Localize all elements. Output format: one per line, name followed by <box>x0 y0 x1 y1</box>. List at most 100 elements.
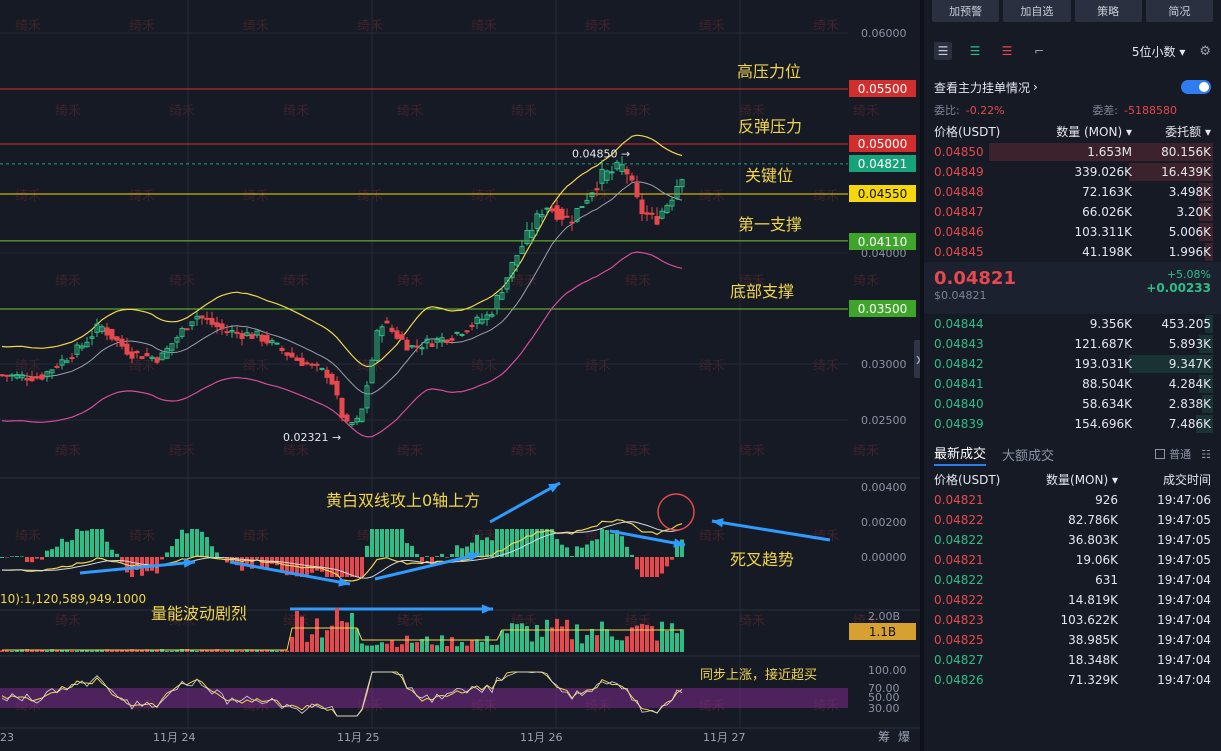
candle-body <box>529 229 535 238</box>
trade-settings-icon[interactable]: ☷ <box>1201 447 1211 461</box>
volume-bar <box>370 645 374 652</box>
volume-bar <box>625 636 629 652</box>
tab-latest-trades[interactable]: 最新成交 <box>934 443 987 466</box>
rsi-band <box>0 688 848 708</box>
book-depth-icon[interactable]: ⌐ <box>1033 44 1045 58</box>
ask-row[interactable]: 0.04848 72.163K 3.498K <box>924 182 1221 202</box>
candle-body <box>114 336 120 341</box>
macd-bar <box>330 557 334 577</box>
strategy-button[interactable]: 策略 <box>1074 0 1142 22</box>
macd-bar <box>665 557 669 567</box>
tab-large-trades[interactable]: 大额成交 <box>1002 448 1055 464</box>
macd-bar <box>600 529 604 557</box>
annotation-key-level: 关键位 <box>745 166 794 185</box>
bid-row[interactable]: 0.04843 121.687K 5.893K <box>924 334 1221 354</box>
bid-row[interactable]: 0.04839 154.696K 7.486K <box>924 414 1221 434</box>
ask-row[interactable]: 0.04845 41.198K 1.996K <box>924 242 1221 262</box>
ask-qty: 66.026K <box>1082 205 1132 219</box>
header-qty[interactable]: 数量 (MON) ▾ <box>1056 124 1132 139</box>
book-bids-icon[interactable]: ☰ <box>969 44 981 58</box>
volume-bar <box>330 625 334 652</box>
panel-divider[interactable] <box>920 0 924 751</box>
candle-body <box>254 330 260 336</box>
decimals-select[interactable]: 5位小数 ▾ <box>1131 44 1186 59</box>
macd-bar <box>360 557 364 577</box>
trade-row: 0.04823 103.622K 19:47:04 <box>924 610 1221 630</box>
ask-price: 0.04850 <box>934 145 984 159</box>
candle-body <box>289 352 295 358</box>
volume-bar <box>60 650 64 652</box>
trade-header-qty[interactable]: 数量(MON) ▾ <box>1046 472 1118 487</box>
candle-body <box>74 344 80 355</box>
book-both-icon[interactable]: ☰ <box>934 42 952 60</box>
candle-body <box>154 357 160 363</box>
summary-button[interactable]: 简况 <box>1145 0 1213 22</box>
rsi-tick: 30.00 <box>868 702 900 715</box>
macd-bar <box>75 529 79 557</box>
macd-bar <box>405 543 409 557</box>
depth-title[interactable]: 查看主力挂单情况 <box>934 80 1031 95</box>
watermark-text: 绮禾 <box>471 359 497 374</box>
ask-row[interactable]: 0.04849 339.026K 16.439K <box>924 162 1221 182</box>
ask-price: 0.04845 <box>934 245 984 259</box>
collapse-handle[interactable]: ❯ <box>914 340 923 378</box>
candle-body <box>349 422 355 426</box>
annotation-first-support: 第一支撑 <box>738 215 803 234</box>
candle-body <box>24 378 30 381</box>
candle-body <box>174 337 180 343</box>
watermark-text: 绮禾 <box>471 19 497 34</box>
bid-qty: 154.696K <box>1074 417 1133 431</box>
trade-row: 0.04821 926 19:47:06 <box>924 490 1221 510</box>
candle-body <box>204 317 210 320</box>
macd-bar <box>420 557 424 562</box>
bid-row[interactable]: 0.04844 9.356K 453.205 <box>924 314 1221 334</box>
ask-row[interactable]: 0.04847 66.026K 3.20K <box>924 202 1221 222</box>
add-watchlist-button[interactable]: 加自选 <box>1003 0 1071 22</box>
macd-bar <box>505 529 509 557</box>
macd-bar <box>480 540 484 557</box>
candle-body <box>594 188 600 191</box>
macd-bar <box>615 530 619 557</box>
depth-toggle[interactable] <box>1181 80 1211 94</box>
bid-qty: 9.356K <box>1089 317 1132 331</box>
bid-row[interactable]: 0.04840 58.634K 2.838K <box>924 394 1221 414</box>
macd-bar <box>60 538 64 557</box>
orderbook-panel: 加预警 加自选 策略 简况 ☰ ☰ ☰ ⌐ 5位小数 ▾ ⚙ 查看主力挂单情况 ›… <box>924 0 1221 751</box>
macd-bar <box>315 557 319 571</box>
macd-tick: 0.00400 <box>861 481 907 494</box>
bid-row[interactable]: 0.04841 88.504K 4.284K <box>924 374 1221 394</box>
header-total[interactable]: 委托额 ▾ <box>1165 124 1211 139</box>
candle-body <box>359 408 365 423</box>
annotation-macd-cross: 黄白双线攻上0轴上方 <box>326 491 481 510</box>
candle-body <box>584 199 590 204</box>
trend-arrow-head <box>548 483 560 493</box>
rsi-tick: 70.00 <box>868 682 900 695</box>
filter-checkbox[interactable] <box>1155 449 1166 459</box>
volume-bar <box>440 635 444 652</box>
gear-icon[interactable]: ⚙ <box>1199 43 1211 59</box>
macd-bar <box>260 557 264 569</box>
trade-qty: 926 <box>1095 493 1118 507</box>
trade-price: 0.04826 <box>934 673 984 687</box>
ask-row[interactable]: 0.04846 103.311K 5.006K <box>924 222 1221 242</box>
ask-total: 80.156K <box>1161 145 1211 159</box>
filter-normal[interactable]: 普通 <box>1155 446 1191 462</box>
candle-body <box>179 327 185 337</box>
bid-row[interactable]: 0.04842 193.031K 9.347K <box>924 354 1221 374</box>
volume-bar <box>510 623 514 652</box>
macd-bar <box>35 557 39 559</box>
volume-bar <box>665 630 669 652</box>
candle-body <box>464 330 470 333</box>
chart-area[interactable]: 绮禾 绮禾 绮禾 绮禾 绮禾 绮禾 绮禾 绮禾 绮禾 绮禾 绮禾 绮禾 绮禾 绮禾 绮禾 绮禾 绮禾 绮禾 绮禾 绮禾… <box>0 0 923 751</box>
candle-body <box>169 343 175 351</box>
volume-bar <box>455 646 459 652</box>
ask-price: 0.04848 <box>934 185 984 199</box>
add-alert-button[interactable]: 加预警 <box>932 0 1000 22</box>
ask-row[interactable]: 0.04850 1.653M 80.156K <box>924 142 1221 162</box>
book-asks-icon[interactable]: ☰ <box>1001 44 1013 58</box>
volume-bar <box>565 619 569 652</box>
high-marker: 0.04850 → <box>572 147 630 160</box>
candle-body <box>164 347 170 359</box>
macd-bar <box>580 547 584 557</box>
